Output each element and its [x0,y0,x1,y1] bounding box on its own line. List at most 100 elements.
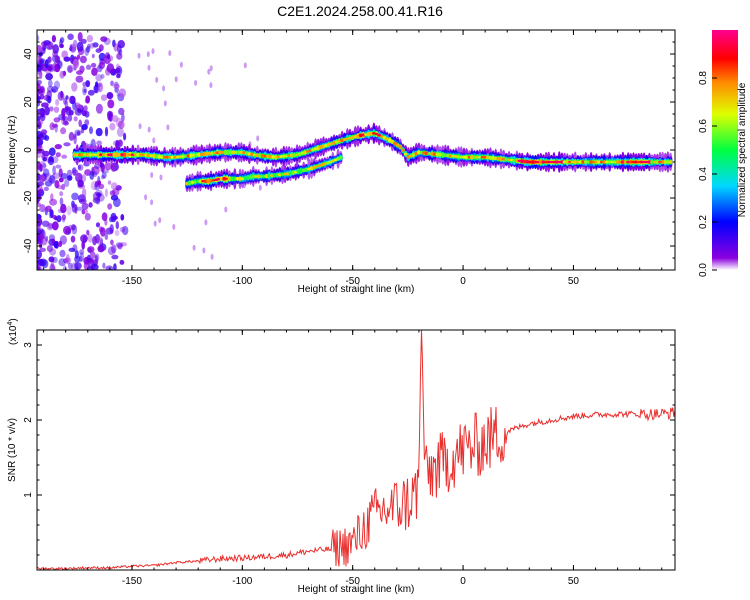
noise-blob [87,233,93,243]
noise-blob [37,114,41,122]
noise-blob [37,235,41,243]
noise-blob [194,79,198,86]
colorbar-tick-label: 0.0 [698,263,709,277]
noise-blob [67,33,74,41]
spectrogram-y-tick-label: 40 [23,48,34,60]
ridge-cell [607,160,612,164]
ridge-cell [565,160,570,164]
noise-blob [86,254,91,261]
noise-blob [51,123,58,128]
noise-blob [120,214,125,221]
noise-blob [104,188,108,197]
noise-blob [47,56,52,63]
noise-blob [110,80,114,87]
ridge-cell [162,155,167,159]
noise-blob [46,222,54,231]
ridge-cell [530,160,535,164]
noise-blob [96,65,103,73]
ridge-cell [292,153,297,158]
snr-y-multiplier-close: ) [8,318,19,321]
noise-blob [85,64,92,70]
ridge-cell [256,174,261,179]
ridge-cell [112,152,117,157]
noise-blob [137,52,141,59]
noise-blob [52,214,57,220]
noise-blob [39,247,46,252]
noise-blob [77,164,84,171]
ridge-cell [271,155,276,159]
ridge-cell [136,153,141,157]
noise-blob [51,35,57,43]
noise-blob [37,35,40,42]
noise-blob [111,254,119,260]
noise-blob [54,180,60,189]
noise-blob [207,68,211,75]
noise-blob [72,58,79,69]
ridge-cell [369,131,374,136]
noise-blob [105,265,114,270]
noise-blob [224,206,228,213]
noise-blob [45,73,53,81]
ridge-cell [578,160,583,164]
ridge-cell [75,153,80,157]
noise-blob [37,83,41,89]
ridge-cell [499,157,503,161]
ridge-cell [251,174,256,179]
noise-blob [100,36,108,42]
ridge-cell [541,160,546,164]
ridge-cell [77,153,82,157]
noise-blob [48,147,56,156]
spectrogram-y-axis-label: Frequency (Hz) [7,116,18,185]
ridge-cell [477,156,482,159]
spectrogram-x-tick-label: -150 [122,276,142,287]
noise-blob [77,164,82,170]
noise-blob [50,258,55,268]
spectrogram-x-tick-label: 50 [568,276,580,287]
noise-blob [118,107,125,115]
noise-blob [87,43,91,50]
noise-blob [72,100,77,111]
noise-blob [92,191,101,201]
ridge-cell [125,153,130,157]
noise-blob [91,53,95,59]
noise-blob [52,256,58,263]
noise-blob [37,52,41,58]
noise-blob [44,135,50,141]
ridge-cell [581,160,586,164]
noise-blob [81,174,87,183]
noise-blob [71,203,77,213]
noise-blob [67,262,73,270]
figure-title: C2E1.2024.258.00.41.R16 [277,3,443,19]
noise-blob [107,203,113,210]
ridge-cell [260,154,265,158]
noise-blob [91,67,98,77]
noise-blob [81,202,89,210]
noise-blob [63,56,71,62]
noise-blob [100,227,106,237]
noise-blob [147,126,151,133]
noise-blob [95,103,103,114]
noise-blob [37,249,42,259]
ridge-cell [631,160,636,164]
noise-blob [90,180,98,191]
noise-blob [77,179,84,188]
noise-blob [37,131,43,139]
noise-blob [63,225,71,235]
noise-blob [65,95,69,100]
noise-blob [47,44,54,50]
snr-x-axis-label: Height of straight line (km) [298,584,415,595]
noise-blob [89,126,93,135]
noise-blob [39,59,44,65]
noise-blob [96,236,104,246]
noise-blob [59,191,64,197]
noise-blob [100,73,105,79]
noise-blob [83,105,88,112]
ridge-cell [203,179,208,183]
snr-y-axis-label: SNR (10 * v/v) [7,418,18,482]
ridge-cell [228,150,233,155]
noise-blob [210,253,214,260]
noise-blob [81,188,87,198]
noise-blob [43,186,49,192]
noise-blob [92,236,97,246]
ridge-cell [599,160,604,164]
